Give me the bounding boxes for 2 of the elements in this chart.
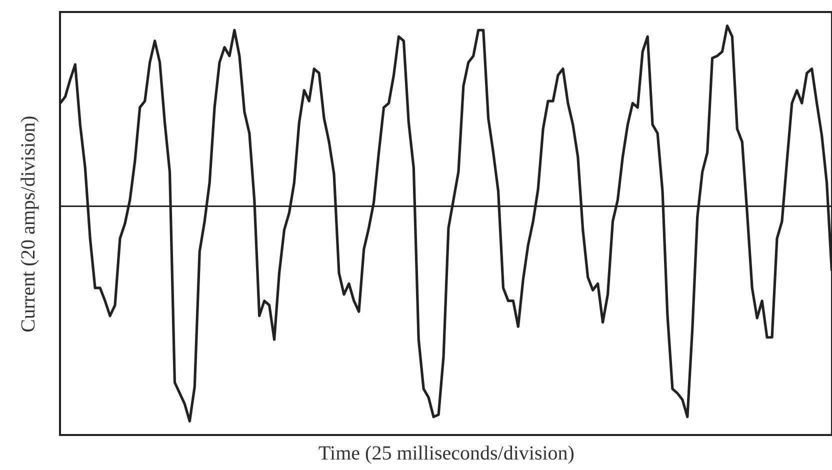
x-axis-title: Time (25 milliseconds/division)	[318, 442, 574, 464]
y-axis-title: Current (20 amps/division)	[18, 116, 40, 332]
